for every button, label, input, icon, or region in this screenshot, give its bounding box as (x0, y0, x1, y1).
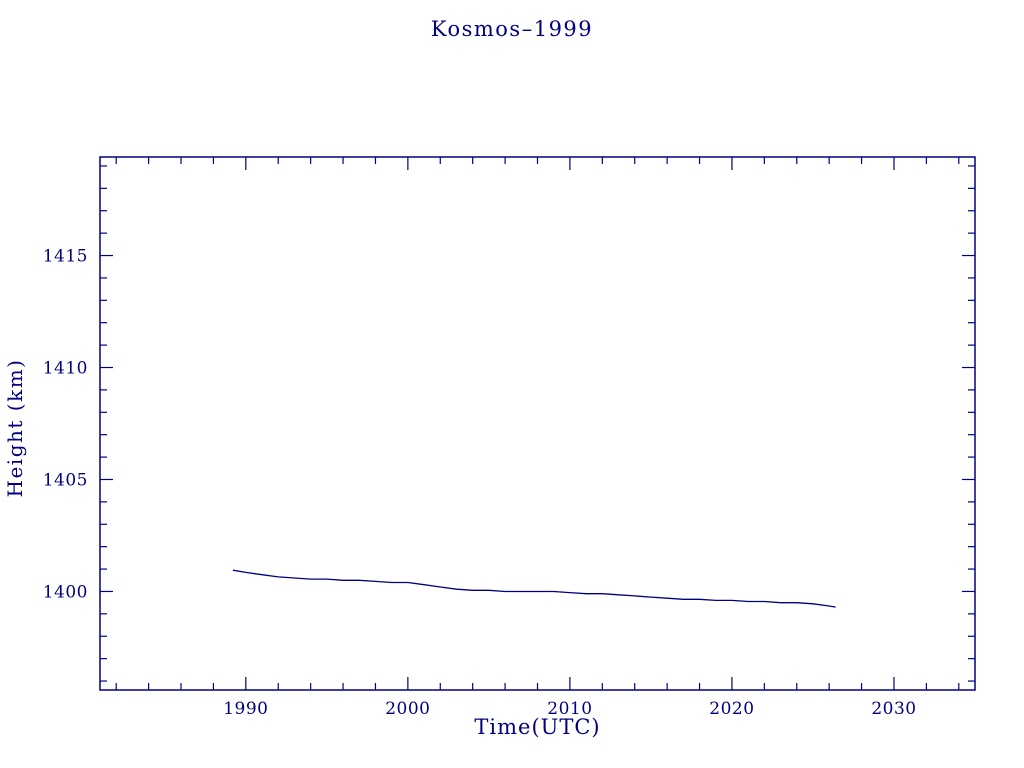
y-tick-label: 1415 (43, 247, 88, 267)
x-tick-label: 2030 (871, 699, 916, 719)
y-tick-label: 1400 (43, 582, 88, 602)
plot-frame (99, 156, 976, 691)
x-tick-label: 2010 (547, 699, 592, 719)
height-line (232, 569, 836, 608)
x-tick-label: 2020 (709, 699, 754, 719)
chart-title: Kosmos–1999 (430, 17, 594, 41)
x-axis-label: Time(UTC) (474, 715, 601, 739)
y-tick-label: 1405 (43, 470, 88, 490)
x-tick-label: 2000 (385, 699, 430, 719)
y-tick-label: 1410 (43, 359, 88, 379)
x-tick-label: 1990 (223, 699, 268, 719)
